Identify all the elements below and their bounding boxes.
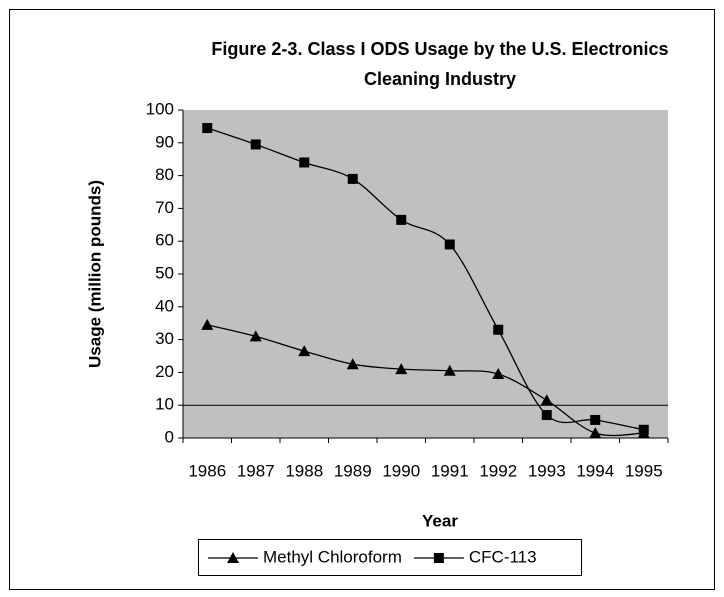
marker: [590, 414, 601, 425]
chart-title: Figure 2-3. Class I ODS Usage by the U.S…: [211, 39, 668, 59]
marker: [541, 410, 552, 421]
y-tick-label: 0: [165, 427, 174, 446]
y-tick-label: 40: [155, 296, 174, 315]
y-tick-label: 80: [155, 165, 174, 184]
series-line: [207, 324, 644, 437]
x-tick-label: 1989: [334, 461, 372, 480]
marker: [299, 157, 310, 168]
marker: [589, 427, 602, 439]
x-tick-label: 1988: [285, 461, 323, 480]
y-axis-title: Usage (million pounds): [85, 180, 104, 368]
marker: [227, 552, 239, 563]
marker: [395, 363, 408, 375]
marker: [201, 318, 214, 330]
y-tick-label: 70: [155, 198, 174, 217]
y-tick-label: 90: [155, 132, 174, 151]
marker: [493, 324, 504, 335]
chart-title: Cleaning Industry: [364, 69, 516, 89]
x-tick-label: 1990: [382, 461, 420, 480]
legend-label: Methyl Chloroform: [263, 547, 402, 566]
x-tick-label: 1995: [625, 461, 663, 480]
y-tick-label: 50: [155, 263, 174, 282]
marker: [638, 424, 649, 435]
legend-box: [198, 539, 582, 576]
marker: [347, 173, 358, 184]
marker: [250, 139, 261, 150]
x-tick-label: 1992: [479, 461, 517, 480]
legend-label: CFC-113: [469, 547, 537, 566]
y-tick-label: 100: [146, 99, 174, 118]
marker: [443, 364, 456, 376]
y-tick-label: 60: [155, 231, 174, 250]
marker: [249, 330, 262, 342]
marker: [444, 239, 455, 250]
plot-area: [183, 110, 668, 438]
marker: [202, 123, 213, 134]
marker: [346, 358, 359, 370]
marker: [433, 553, 444, 563]
x-tick-label: 1993: [528, 461, 566, 480]
y-tick-label: 30: [155, 329, 174, 348]
y-tick-label: 20: [155, 362, 174, 381]
marker: [396, 214, 407, 225]
marker: [298, 345, 311, 357]
x-tick-label: 1994: [576, 461, 614, 480]
x-tick-label: 1987: [237, 461, 275, 480]
x-tick-label: 1986: [188, 461, 226, 480]
marker: [492, 368, 505, 380]
marker: [540, 394, 553, 406]
x-axis-title: Year: [422, 511, 458, 530]
x-tick-label: 1991: [431, 461, 469, 480]
y-tick-label: 10: [155, 395, 174, 414]
series-line: [207, 127, 644, 431]
